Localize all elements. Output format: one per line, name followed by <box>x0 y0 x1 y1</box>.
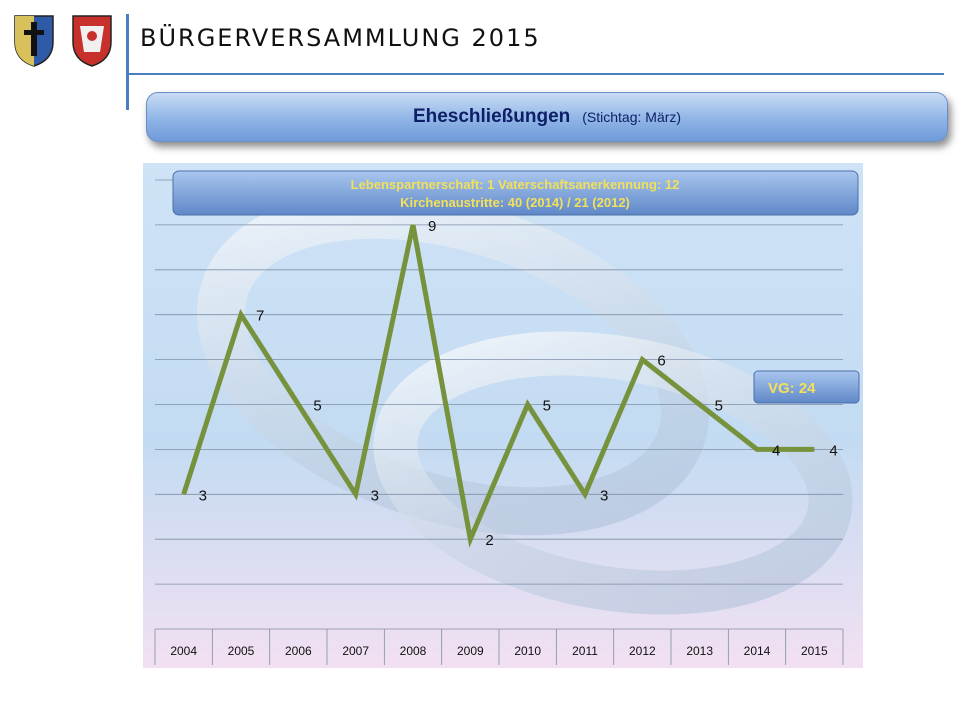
header-horizontal-rule <box>126 73 944 75</box>
data-label: 3 <box>600 487 608 504</box>
data-label: 4 <box>772 442 780 459</box>
data-label: 5 <box>715 398 723 415</box>
banner-title: Eheschließungen <box>412 106 571 127</box>
data-label: 7 <box>256 308 264 325</box>
x-axis: 2004 2005 2006 2007 2008 2009 2010 2011 2012 2013… <box>154 629 844 665</box>
info-box-line2: Kirchenaustritte: 40 (2014) / 21 (2012) <box>400 195 630 210</box>
x-tick-label: 2008 <box>400 644 427 658</box>
data-label: 3 <box>371 487 379 504</box>
vg-box: VG: 24 <box>753 370 860 404</box>
info-box: Lebenspartnerschaft: 1 Vaterschaftsanerk… <box>172 170 859 216</box>
line-chart: 2004 2005 2006 2007 2008 2009 2010 2011 2012 2013… <box>143 163 863 668</box>
data-label: 6 <box>657 353 665 370</box>
info-box-line1: Lebenspartnerschaft: 1 Vaterschaftsanerk… <box>351 177 680 192</box>
data-labels: 3 7 5 3 9 2 5 3 6 5 4 4 <box>199 218 838 549</box>
chart-area: 2004 2005 2006 2007 2008 2009 2010 2011 2012 2013… <box>143 163 863 668</box>
header: BÜRGERVERSAMMLUNG 2015 <box>0 0 960 110</box>
header-vertical-rule <box>126 14 129 110</box>
section-banner: Eheschließungen (Stichtag: März) <box>146 92 948 142</box>
data-label: 4 <box>829 442 837 459</box>
banner-subtitle: (Stichtag: März) <box>582 109 682 125</box>
x-tick-label: 2010 <box>514 644 541 658</box>
x-tick-label: 2013 <box>686 644 713 658</box>
municipal-coat-of-arms-left <box>14 15 54 67</box>
page-title: BÜRGERVERSAMMLUNG 2015 <box>140 24 541 52</box>
data-label: 3 <box>199 487 207 504</box>
x-tick-label: 2011 <box>572 644 598 658</box>
x-tick-label: 2006 <box>285 644 312 658</box>
data-label: 5 <box>313 398 321 415</box>
municipal-coat-of-arms-right <box>72 15 112 67</box>
data-label: 2 <box>485 532 493 549</box>
series-line <box>181 224 815 548</box>
x-tick-label: 2007 <box>342 644 369 658</box>
x-tick-label: 2004 <box>170 644 197 658</box>
x-tick-label: 2015 <box>801 644 828 658</box>
x-tick-label: 2012 <box>629 644 656 658</box>
x-tick-label: 2014 <box>744 644 771 658</box>
x-tick-label: 2005 <box>228 644 255 658</box>
x-tick-label: 2009 <box>457 644 484 658</box>
data-label: 5 <box>543 398 551 415</box>
vg-label: VG: 24 <box>768 380 816 397</box>
data-label: 9 <box>428 218 436 235</box>
